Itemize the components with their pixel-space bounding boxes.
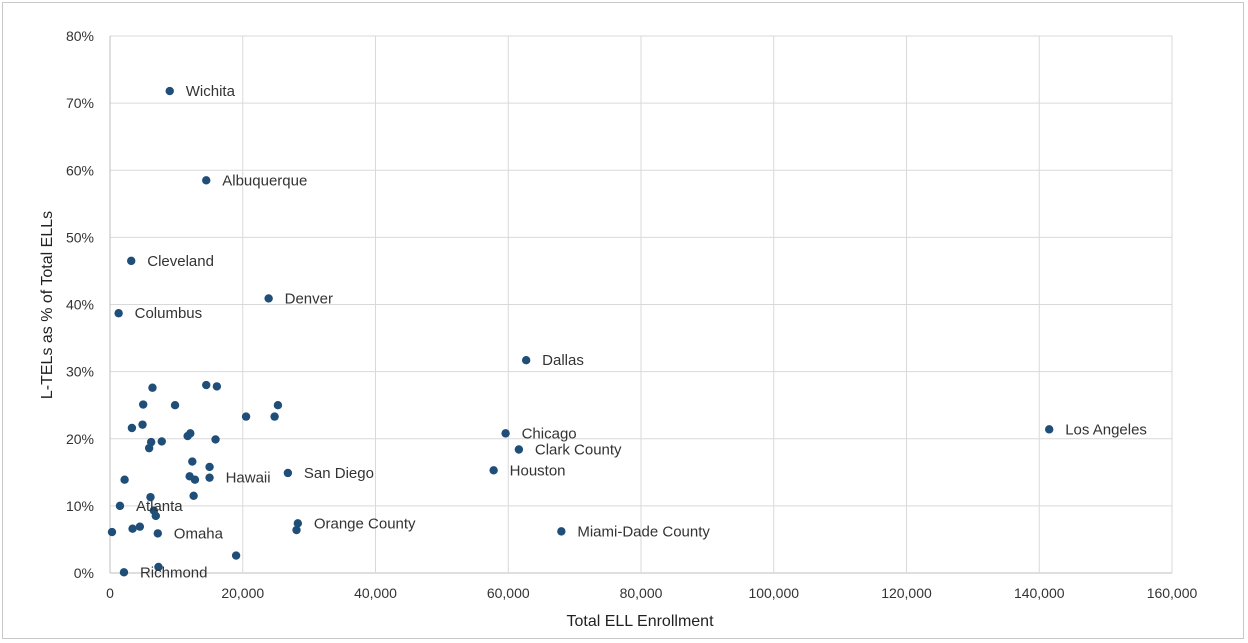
data-points	[107, 86, 1054, 577]
x-tick-label: 100,000	[748, 585, 799, 601]
data-label: Cleveland	[147, 253, 214, 270]
data-point	[270, 412, 279, 421]
data-label: Albuquerque	[222, 172, 307, 189]
y-tick-label: 60%	[66, 162, 94, 178]
x-tick-label: 40,000	[354, 585, 397, 601]
data-point	[521, 356, 531, 365]
y-axis-title: L-TELs as % of Total ELLs	[39, 211, 56, 399]
y-axis-ticks: 0% 10% 20% 30% 40% 50% 60% 70% 80%	[66, 28, 94, 581]
x-tick-label: 20,000	[221, 585, 264, 601]
data-label: Orange County	[314, 515, 416, 532]
data-point	[153, 529, 162, 538]
data-point	[154, 562, 163, 572]
y-tick-label: 70%	[66, 95, 94, 111]
data-label: Houston	[510, 462, 566, 479]
x-axis-ticks: 0 20,000 40,000 60,000 80,000 100,000 120,000 1…	[106, 585, 1197, 601]
y-tick-label: 0%	[74, 565, 94, 581]
data-label: Chicago	[522, 425, 577, 442]
data-point	[264, 294, 273, 303]
data-point	[189, 491, 198, 501]
data-label: Miami-Dade County	[577, 523, 710, 540]
data-label: Clark County	[535, 441, 622, 458]
data-point	[231, 551, 241, 560]
data-point	[1045, 425, 1054, 434]
data-label: Atlanta	[136, 498, 183, 515]
data-point	[148, 383, 157, 392]
y-tick-label: 80%	[66, 28, 94, 44]
data-point	[489, 466, 498, 475]
y-tick-label: 40%	[66, 297, 94, 313]
y-tick-label: 10%	[66, 498, 94, 514]
data-point	[135, 522, 145, 531]
data-point	[165, 86, 174, 96]
data-point	[202, 380, 211, 390]
data-point	[151, 511, 160, 521]
data-point	[273, 400, 283, 410]
data-point	[557, 527, 566, 536]
data-point	[127, 256, 136, 266]
data-point	[138, 420, 147, 429]
x-tick-label: 60,000	[487, 585, 530, 601]
x-tick-label: 140,000	[1014, 585, 1065, 601]
data-point	[283, 468, 293, 478]
data-point	[120, 475, 129, 484]
data-point	[514, 445, 524, 454]
data-point	[128, 524, 137, 533]
data-point	[501, 429, 510, 438]
x-axis-title: Total ELL Enrollment	[566, 613, 714, 630]
data-point	[119, 568, 129, 577]
data-point	[115, 501, 125, 511]
data-point	[157, 437, 166, 446]
data-point	[212, 382, 222, 391]
x-tick-label: 120,000	[881, 585, 932, 601]
data-point	[138, 400, 148, 409]
data-point	[190, 475, 200, 484]
data-point	[144, 443, 154, 453]
data-label: Richmond	[140, 564, 208, 581]
data-point	[114, 309, 123, 318]
data-point	[188, 457, 197, 466]
data-label: Columbus	[135, 305, 203, 322]
data-point	[183, 431, 192, 441]
data-label: Dallas	[542, 352, 584, 369]
grid	[109, 35, 1173, 574]
data-point	[205, 473, 214, 482]
data-point	[107, 527, 117, 537]
data-label: Wichita	[186, 83, 236, 100]
data-point	[205, 462, 214, 472]
data-point	[293, 519, 303, 528]
data-label: Hawaii	[226, 470, 271, 487]
data-label: San Diego	[304, 465, 374, 482]
x-tick-label: 0	[106, 585, 114, 601]
data-label: Denver	[285, 290, 333, 307]
y-tick-label: 50%	[66, 229, 94, 245]
point-labels: Wichita Albuquerque Cleveland Denver Columbu…	[135, 83, 1147, 581]
x-tick-label: 80,000	[620, 585, 663, 601]
y-tick-label: 20%	[66, 431, 94, 447]
data-point	[211, 435, 220, 444]
data-point	[127, 423, 137, 433]
y-tick-label: 30%	[66, 364, 94, 380]
data-point	[202, 176, 211, 185]
data-point	[241, 412, 251, 421]
data-label: Omaha	[174, 525, 224, 542]
data-point	[146, 492, 155, 502]
data-point	[170, 400, 180, 410]
x-tick-label: 160,000	[1147, 585, 1198, 601]
data-label: Los Angeles	[1065, 421, 1147, 438]
data-point	[292, 525, 301, 535]
